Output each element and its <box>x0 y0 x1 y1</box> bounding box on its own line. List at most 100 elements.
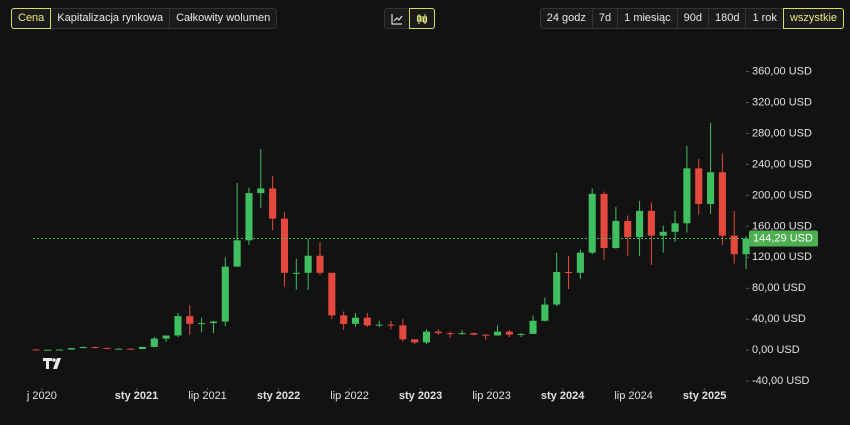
x-tick-label: sty 2023 <box>399 390 442 402</box>
x-tick-label: lip 2021 <box>188 390 227 402</box>
y-tick-label: 0,00 USD <box>752 344 800 356</box>
y-tick-label: 240,00 USD <box>752 158 812 170</box>
candle-body <box>541 304 549 321</box>
last-price-box <box>749 230 818 247</box>
x-tick-label: sty 2025 <box>683 390 726 402</box>
y-tick-label: 80,00 USD <box>752 282 806 294</box>
metric-button[interactable]: Cena <box>11 8 52 29</box>
line-icon <box>391 13 403 25</box>
candle-body <box>186 316 194 324</box>
line-view-button[interactable] <box>384 8 410 29</box>
candle-body <box>316 255 324 273</box>
candle-body <box>292 272 300 274</box>
x-tick-label: lip 2022 <box>330 390 369 402</box>
candle-body <box>150 338 158 347</box>
y-tick-label: 280,00 USD <box>752 127 812 139</box>
candle-body <box>434 331 442 334</box>
metric-button[interactable]: Kapitalizacja rynkowa <box>50 8 171 29</box>
candle-body <box>115 348 123 350</box>
candle-body <box>600 193 608 249</box>
tradingview-logo <box>43 358 61 369</box>
range-button[interactable]: 7d <box>591 8 619 29</box>
candle-body <box>612 220 620 249</box>
candle-body <box>411 339 419 343</box>
range-button[interactable]: 1 rok <box>745 8 784 29</box>
candle-body <box>138 346 146 350</box>
candle-body <box>636 210 644 238</box>
candle-body <box>624 220 632 238</box>
candle-body <box>529 320 537 334</box>
y-tick-label: -40,00 USD <box>752 375 810 387</box>
candle-body <box>44 349 52 351</box>
candle-body <box>505 331 513 335</box>
range-tabs: 24 godz 7d 1 miesiąc 90d 180d 1 rok wszystkie <box>539 8 844 29</box>
range-button[interactable]: 90d <box>676 8 709 29</box>
candle-body <box>209 321 218 324</box>
candle-body <box>564 272 573 274</box>
candle-body <box>730 235 738 255</box>
x-tick-label: lip 2024 <box>614 390 653 402</box>
candle-body <box>659 231 667 236</box>
candle-body <box>79 347 87 349</box>
candle-body <box>67 348 75 350</box>
candle-body <box>127 348 135 350</box>
candle-body <box>257 188 265 194</box>
candle-body <box>647 210 655 236</box>
candle-body <box>304 255 312 273</box>
last-price-label: 144,29 USD <box>753 232 813 244</box>
candle-body <box>91 347 99 349</box>
candle-body <box>280 218 289 273</box>
range-button[interactable]: wszystkie <box>782 8 844 29</box>
candle-body <box>399 325 407 340</box>
y-tick-label: 360,00 USD <box>752 66 812 78</box>
x-tick-label: j 2020 <box>26 390 57 402</box>
candle-body <box>576 252 584 273</box>
candle-body <box>470 333 478 335</box>
candle-body <box>198 323 206 325</box>
candle-body <box>707 172 715 204</box>
candle-body <box>375 324 383 326</box>
range-button[interactable]: 180d <box>707 8 747 29</box>
candle-body <box>671 223 679 232</box>
metric-button[interactable]: Całkowity wolumen <box>169 8 278 29</box>
range-button[interactable]: 24 godz <box>539 8 593 29</box>
candle-body <box>387 324 395 326</box>
metric-tabs: Cena Kapitalizacja rynkowa Całkowity wolum… <box>11 8 278 29</box>
range-button[interactable]: 1 miesiąc <box>617 8 678 29</box>
candle-body <box>328 272 336 316</box>
candle-body <box>718 172 726 236</box>
y-tick-label: 200,00 USD <box>752 189 812 201</box>
y-tick-label: 320,00 USD <box>752 96 812 108</box>
candle-body <box>588 193 596 253</box>
candle-body <box>742 238 750 255</box>
candle-body <box>683 168 691 224</box>
candle-body <box>422 331 431 343</box>
candle-body <box>162 335 170 339</box>
candle-body <box>482 334 490 336</box>
candle-body <box>695 168 703 204</box>
candle-body <box>363 317 371 326</box>
candle-body <box>351 317 360 324</box>
candle-body <box>553 272 561 305</box>
view-toggle <box>384 8 435 29</box>
candle-body <box>233 240 241 267</box>
candle-body <box>221 266 229 322</box>
candle-view-button[interactable] <box>409 8 435 29</box>
candle-body <box>174 316 182 336</box>
y-tick-label: 120,00 USD <box>752 251 812 263</box>
y-tick-label: 40,00 USD <box>752 313 806 325</box>
candle-body <box>245 193 253 241</box>
candle-body <box>446 333 454 335</box>
candle-body <box>517 333 525 335</box>
x-tick-label: sty 2021 <box>115 390 158 402</box>
candle-icon <box>417 13 427 24</box>
candle-body <box>493 331 502 336</box>
candle-body <box>103 347 111 349</box>
y-tick-label: 160,00 USD <box>752 220 812 232</box>
x-tick-label: lip 2023 <box>472 390 511 402</box>
candle-body <box>56 349 64 351</box>
x-tick-label: sty 2024 <box>541 390 585 402</box>
candle-body <box>340 315 348 324</box>
